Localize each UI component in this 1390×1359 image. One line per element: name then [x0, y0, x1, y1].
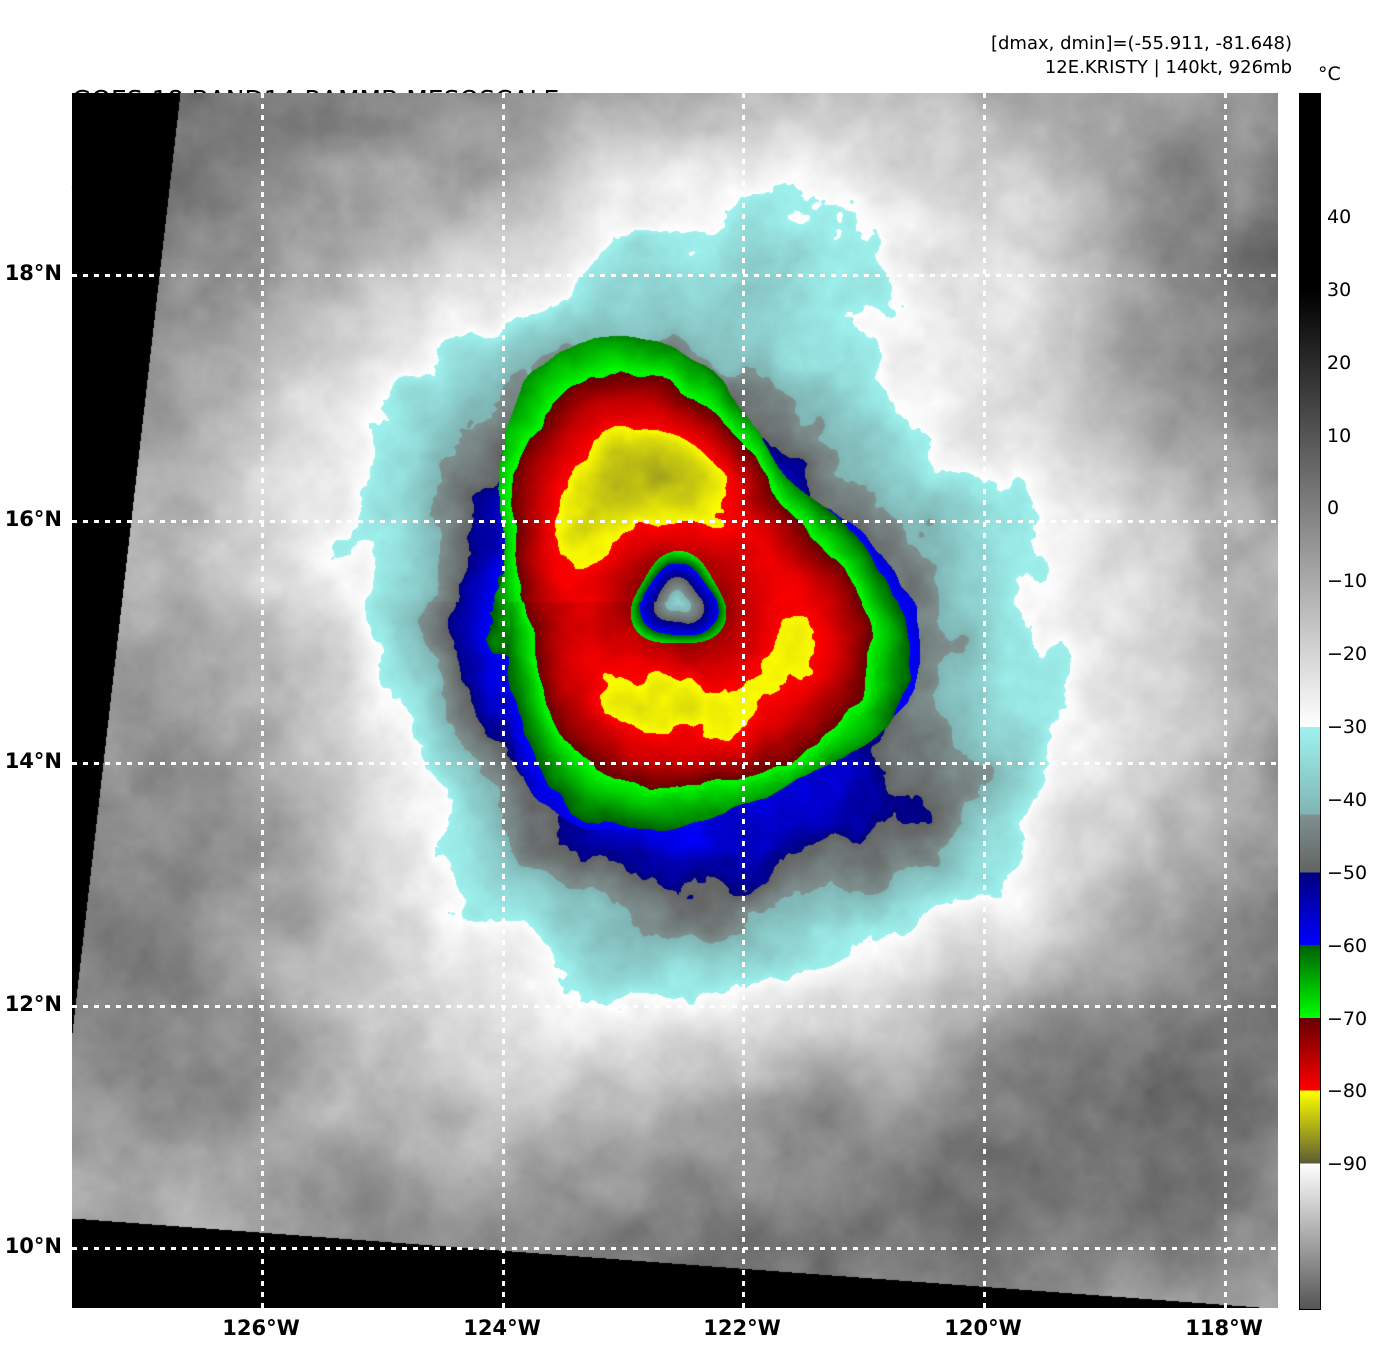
lat-tick-label: 10°N	[4, 1234, 62, 1258]
colorbar-tick: 30	[1327, 278, 1352, 301]
colorbar-tick: −10	[1327, 570, 1368, 593]
satellite-image-plot[interactable]: Copyright © 2020-2024 Dapiya	[72, 93, 1278, 1308]
storm-info: 12E.KRISTY | 140kt, 926mb	[1044, 57, 1292, 78]
lat-tick-label: 14°N	[4, 749, 62, 773]
colorbar-tick: −20	[1327, 643, 1368, 666]
colorbar-tick: 40	[1327, 205, 1352, 228]
infrared-satellite-canvas	[72, 93, 1278, 1308]
lon-tick-label: 120°W	[944, 1316, 1022, 1340]
lon-tick-label: 124°W	[463, 1316, 541, 1340]
dminmax-annotation: [dmax, dmin]=(-55.911, -81.648)	[990, 33, 1292, 54]
colorbar-tick: 10	[1327, 424, 1352, 447]
lat-tick-label: 18°N	[4, 261, 62, 285]
colorbar-tick: −40	[1327, 788, 1368, 811]
lon-tick-label: 118°W	[1185, 1316, 1263, 1340]
lat-tick-label: 12°N	[4, 992, 62, 1016]
colorbar-tick: −70	[1327, 1007, 1368, 1030]
colorbar-tick: 20	[1327, 351, 1352, 374]
colorbar-tick: −50	[1327, 861, 1368, 884]
colorbar-tick: −60	[1327, 934, 1368, 957]
colorbar-tick: −30	[1327, 716, 1368, 738]
colorbar-tick: −90	[1327, 1153, 1368, 1176]
lat-tick-label: 16°N	[4, 507, 62, 531]
colorbar-unit-label: °C	[1318, 63, 1341, 85]
header-meta-block: [dmax, dmin]=(-55.911, -81.648) 12E.KRIS…	[991, 32, 1292, 80]
colorbar-tick: −80	[1327, 1080, 1368, 1103]
lon-tick-label: 126°W	[222, 1316, 300, 1340]
lon-tick-label: 122°W	[703, 1316, 781, 1340]
colorbar[interactable]	[1299, 93, 1321, 1310]
colorbar-tick: 0	[1327, 497, 1340, 520]
colorbar-gradient	[1300, 94, 1320, 1309]
